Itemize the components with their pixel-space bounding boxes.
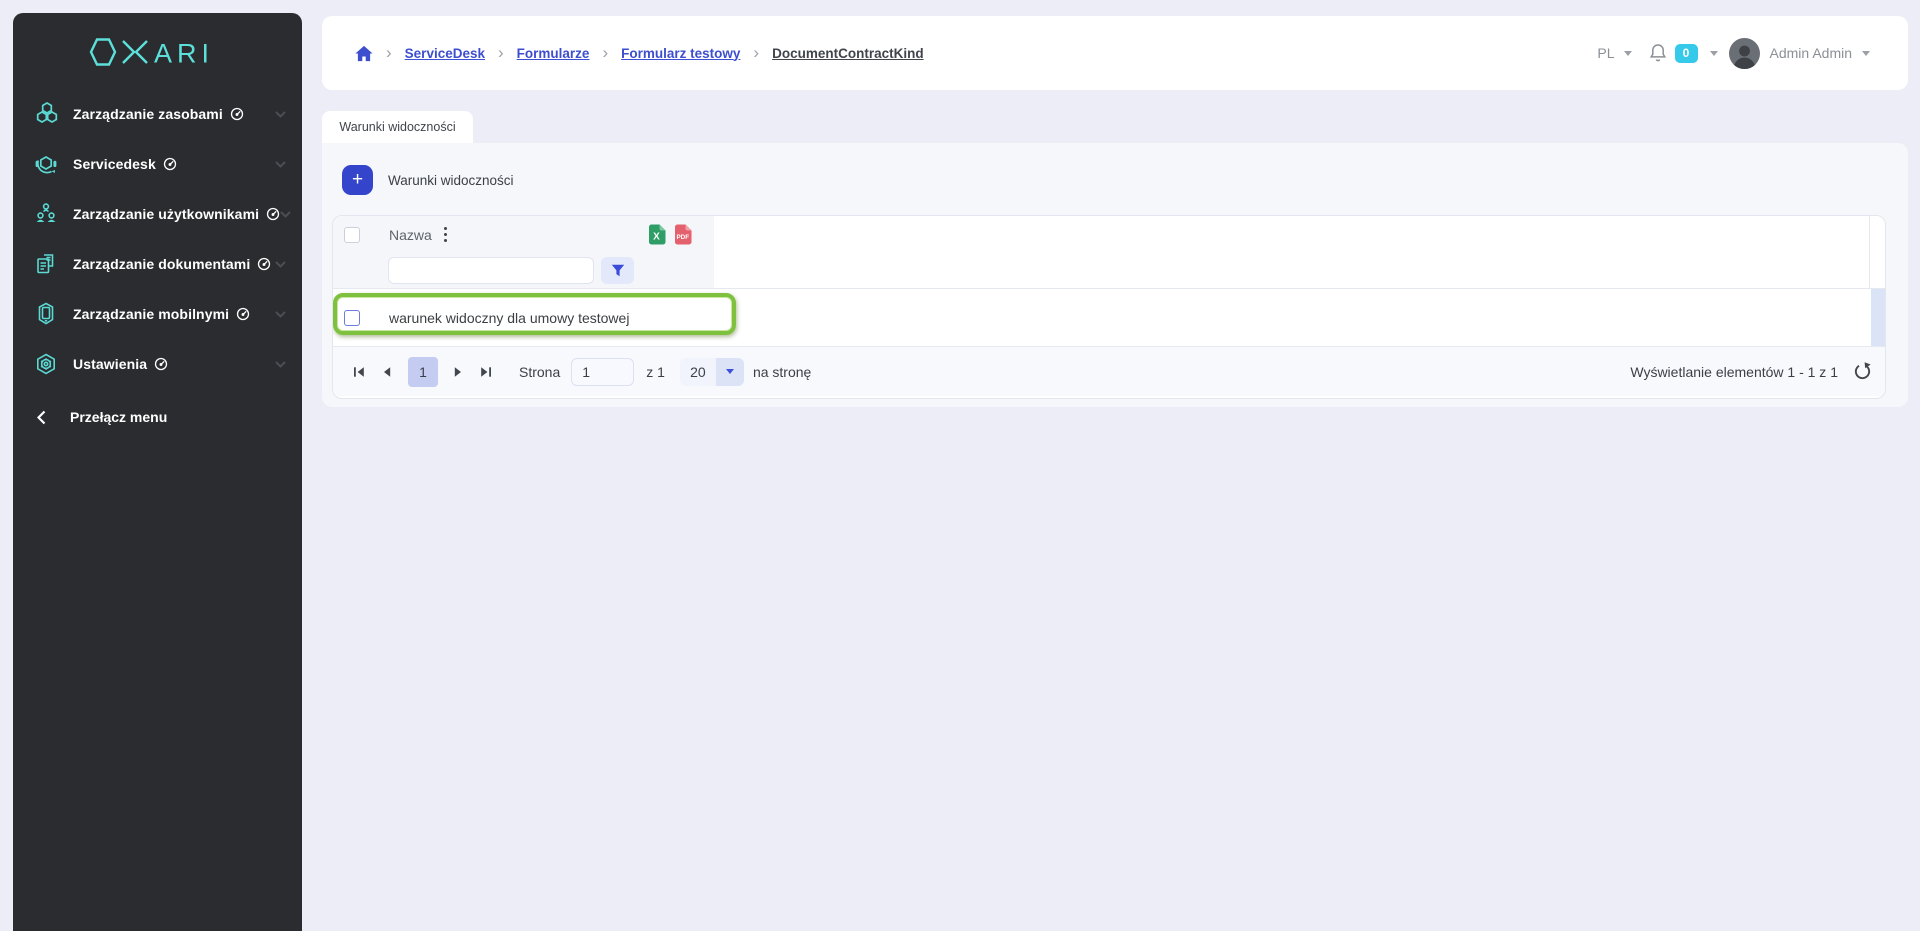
sidebar-item-label: Zarządzanie użytkownikami xyxy=(73,206,260,222)
grid-header-cells: Nazwa X PDF xyxy=(333,216,714,288)
first-page-button[interactable] xyxy=(353,366,365,378)
notification-count-badge: 0 xyxy=(1674,43,1698,63)
breadcrumb-separator: › xyxy=(386,42,392,62)
plus-icon: + xyxy=(351,168,364,190)
tab-label: Warunki widoczności xyxy=(339,120,456,134)
panel-title: Warunki widoczności xyxy=(388,172,514,188)
export-buttons: X PDF xyxy=(648,224,692,245)
row-name: warunek widoczny dla umowy testowej xyxy=(389,309,630,326)
chevron-down-icon xyxy=(1623,50,1632,56)
svg-text:X: X xyxy=(653,232,660,243)
breadcrumb-current-documentcontractkind[interactable]: DocumentContractKind xyxy=(772,45,924,61)
page-of-total: z 1 xyxy=(646,363,665,380)
svg-text:ARI: ARI xyxy=(154,39,214,68)
add-button[interactable]: + xyxy=(342,165,373,195)
sidebar-item-label: Ustawienia xyxy=(73,356,148,372)
export-pdf-icon[interactable]: PDF xyxy=(674,224,692,245)
previous-page-button[interactable] xyxy=(381,366,393,378)
gauge-icon xyxy=(230,107,244,121)
panel-toolbar: + Warunki widoczności xyxy=(342,165,1908,195)
home-icon[interactable] xyxy=(355,45,373,62)
language-selector[interactable]: PL xyxy=(1597,45,1615,61)
gauge-icon xyxy=(154,357,168,371)
sidebar-item-label: Zarządzanie dokumentami xyxy=(73,256,251,272)
sidebar-menu: Zarządzanie zasobami Servicede xyxy=(13,89,302,389)
next-page-button[interactable] xyxy=(452,366,464,378)
page-size-select[interactable]: 20 xyxy=(679,357,744,386)
headset-icon xyxy=(31,149,61,179)
breadcrumb-separator: › xyxy=(498,42,504,62)
row-checkbox[interactable] xyxy=(344,309,360,326)
select-all-checkbox[interactable] xyxy=(344,226,360,243)
sidebar-item-zarzadzanie-dokumentami[interactable]: Zarządzanie dokumentami xyxy=(13,239,302,289)
grid-header-row: Nazwa X PDF xyxy=(333,216,714,253)
grid-header: Nazwa X PDF xyxy=(333,216,1885,289)
gauge-icon xyxy=(266,207,280,221)
chevron-down-icon xyxy=(275,310,286,318)
sidebar-item-label: Zarządzanie zasobami xyxy=(73,106,223,122)
sidebar-item-servicedesk[interactable]: Servicedesk xyxy=(13,139,302,189)
breadcrumb-link-formularz-testowy[interactable]: Formularz testowy xyxy=(621,45,741,61)
grid-filter-row xyxy=(333,253,714,288)
topbar: › ServiceDesk › Formularze › Formularz t… xyxy=(322,16,1908,90)
breadcrumb-separator: › xyxy=(753,42,760,62)
export-excel-icon[interactable]: X xyxy=(648,224,666,245)
page-size-value: 20 xyxy=(690,363,706,380)
chevron-down-icon xyxy=(275,360,286,368)
chevron-down-icon xyxy=(275,260,286,268)
column-header-nazwa[interactable]: Nazwa xyxy=(389,226,432,243)
avatar[interactable] xyxy=(1728,37,1760,69)
svg-text:PDF: PDF xyxy=(676,234,689,241)
table-row[interactable]: warunek widoczny dla umowy testowej xyxy=(333,289,1885,347)
sidebar-item-zarzadzanie-zasobami[interactable]: Zarządzanie zasobami xyxy=(13,89,302,139)
filter-button[interactable] xyxy=(601,257,634,284)
last-page-button[interactable] xyxy=(480,366,492,378)
per-page-label: na stronę xyxy=(752,363,812,380)
chevron-down-icon xyxy=(715,357,744,386)
items-info: Wyświetlanie elementów 1 - 1 z 1 xyxy=(1630,363,1838,380)
user-name[interactable]: Admin Admin xyxy=(1769,45,1852,61)
page-number-input[interactable] xyxy=(571,357,635,386)
tab-warunki-widocznosci[interactable]: Warunki widoczności xyxy=(322,111,473,143)
breadcrumb-separator: › xyxy=(602,42,609,62)
chevron-down-icon xyxy=(1862,50,1870,56)
vertical-scrollbar[interactable] xyxy=(1871,289,1885,346)
page-label: Strona xyxy=(519,363,561,380)
topbar-right: PL 0 Admin Admin xyxy=(1597,37,1870,69)
collapse-menu-label: Przełącz menu xyxy=(70,409,168,425)
data-grid: Nazwa X PDF xyxy=(332,215,1886,399)
gauge-icon xyxy=(257,257,271,271)
gear-icon xyxy=(31,349,61,379)
column-menu-icon[interactable] xyxy=(442,225,450,245)
nazwa-filter-input[interactable] xyxy=(388,257,594,284)
hexagons-icon xyxy=(31,99,61,129)
mobile-icon xyxy=(31,299,61,329)
sidebar-item-zarzadzanie-uzytkownikami[interactable]: Zarządzanie użytkownikami xyxy=(13,189,302,239)
documents-icon xyxy=(31,249,61,279)
breadcrumb: › ServiceDesk › Formularze › Formularz t… xyxy=(355,42,924,62)
chevron-down-icon xyxy=(1709,50,1718,56)
sidebar-item-label: Servicedesk xyxy=(73,156,156,172)
gauge-icon xyxy=(236,307,250,321)
breadcrumb-link-servicedesk[interactable]: ServiceDesk xyxy=(404,45,485,61)
sidebar-item-label: Zarządzanie mobilnymi xyxy=(73,306,230,322)
breadcrumb-link-formularze[interactable]: Formularze xyxy=(516,45,590,61)
chevron-down-icon xyxy=(275,110,286,118)
chevron-down-icon xyxy=(280,210,291,218)
gauge-icon xyxy=(163,157,177,171)
page-1-button[interactable]: 1 xyxy=(408,356,438,387)
oxari-logo: ARI xyxy=(13,13,302,77)
chevron-down-icon xyxy=(275,160,286,168)
collapse-menu-button[interactable]: Przełącz menu xyxy=(13,392,302,442)
chevron-left-icon xyxy=(37,410,46,425)
refresh-icon[interactable] xyxy=(1853,362,1872,381)
grid-pager: 1 Strona z 1 20 na stronę Wyświetlanie e… xyxy=(333,347,1885,396)
sidebar-item-ustawienia[interactable]: Ustawienia xyxy=(13,339,302,389)
funnel-icon xyxy=(611,264,625,277)
users-icon xyxy=(31,199,61,229)
bell-icon[interactable] xyxy=(1649,43,1667,63)
grid-header-scrollbar-stub xyxy=(1869,216,1885,288)
sidebar-item-zarzadzanie-mobilnymi[interactable]: Zarządzanie mobilnymi xyxy=(13,289,302,339)
sidebar: ARI Zarządzanie zasobami xyxy=(13,13,302,931)
